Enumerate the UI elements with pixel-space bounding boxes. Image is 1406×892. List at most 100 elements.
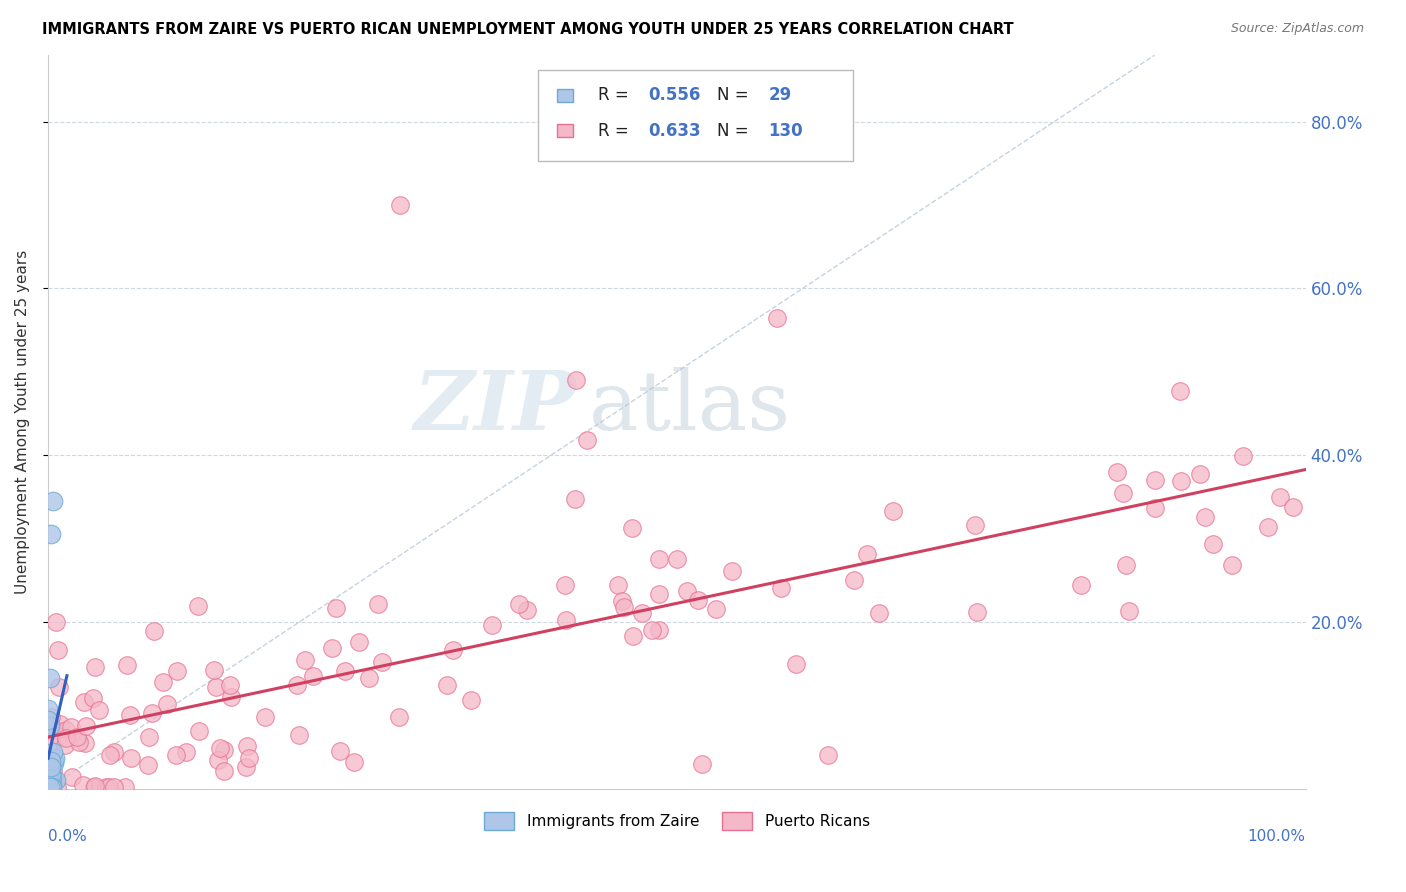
Point bbox=[39, 768, 62, 782]
Point bbox=[75, 719, 97, 733]
Point bbox=[83, 780, 105, 794]
Text: 29: 29 bbox=[769, 87, 792, 104]
Point bbox=[37, 770, 59, 784]
Point bbox=[166, 665, 188, 679]
Point bbox=[1115, 558, 1137, 572]
Point bbox=[359, 671, 381, 685]
Point bbox=[39, 739, 62, 753]
Point bbox=[388, 710, 411, 724]
Point bbox=[39, 719, 62, 733]
Point bbox=[37, 774, 59, 789]
Point bbox=[564, 492, 586, 507]
Point bbox=[87, 703, 110, 717]
Point bbox=[75, 736, 97, 750]
Point bbox=[37, 768, 59, 782]
Point bbox=[38, 761, 60, 775]
Point bbox=[103, 746, 125, 760]
Point bbox=[516, 602, 538, 616]
Point bbox=[37, 772, 59, 786]
Point bbox=[39, 780, 62, 794]
Point bbox=[39, 771, 62, 785]
Point bbox=[156, 698, 179, 712]
Point bbox=[1143, 473, 1166, 487]
Point bbox=[817, 748, 839, 763]
Point bbox=[630, 607, 652, 621]
Point bbox=[690, 756, 713, 771]
Point bbox=[60, 770, 83, 784]
Point bbox=[325, 601, 347, 615]
Point bbox=[647, 587, 669, 601]
Point bbox=[882, 504, 904, 518]
Point bbox=[333, 664, 356, 678]
Point bbox=[98, 747, 121, 762]
Point bbox=[115, 657, 138, 672]
Point bbox=[42, 756, 65, 771]
Point bbox=[554, 577, 576, 591]
Point bbox=[38, 671, 60, 685]
Point bbox=[39, 760, 62, 774]
Point bbox=[212, 764, 235, 779]
Point bbox=[343, 756, 366, 770]
Point bbox=[576, 433, 599, 447]
Point bbox=[621, 521, 644, 535]
Point bbox=[46, 780, 69, 794]
Point bbox=[1282, 500, 1305, 515]
Point bbox=[665, 552, 688, 566]
Point bbox=[235, 739, 257, 753]
Point bbox=[207, 754, 229, 768]
Point bbox=[1270, 491, 1292, 505]
Point bbox=[55, 723, 77, 738]
Point bbox=[46, 643, 69, 657]
Point bbox=[294, 652, 316, 666]
Point bbox=[1202, 537, 1225, 551]
Point bbox=[1220, 558, 1243, 572]
Point bbox=[648, 552, 671, 566]
Point bbox=[37, 771, 59, 785]
Point bbox=[436, 677, 458, 691]
Point bbox=[785, 657, 807, 671]
Point bbox=[565, 373, 588, 387]
Point bbox=[287, 728, 309, 742]
Text: 0.0%: 0.0% bbox=[48, 829, 87, 844]
Point bbox=[53, 738, 76, 752]
Point bbox=[508, 597, 530, 611]
Point bbox=[37, 713, 59, 727]
Point bbox=[41, 758, 63, 772]
Point bbox=[187, 599, 209, 613]
Point bbox=[648, 623, 671, 637]
Point bbox=[1232, 449, 1254, 463]
Point bbox=[1194, 510, 1216, 524]
Point bbox=[39, 527, 62, 541]
Point bbox=[118, 707, 141, 722]
Text: 0.556: 0.556 bbox=[648, 87, 700, 104]
Point bbox=[60, 720, 83, 734]
Point bbox=[371, 655, 394, 669]
Text: 0.633: 0.633 bbox=[648, 121, 700, 140]
Point bbox=[39, 780, 62, 794]
Point bbox=[706, 602, 728, 616]
Point bbox=[1168, 384, 1191, 398]
Point bbox=[720, 564, 742, 578]
Point bbox=[205, 681, 228, 695]
Point bbox=[41, 770, 63, 784]
Point bbox=[84, 659, 107, 673]
Point bbox=[83, 780, 105, 794]
Point bbox=[42, 745, 65, 759]
Point bbox=[389, 198, 412, 212]
Point bbox=[1257, 520, 1279, 534]
Point bbox=[41, 710, 63, 724]
Point bbox=[38, 768, 60, 782]
Point bbox=[152, 674, 174, 689]
Point bbox=[321, 640, 343, 655]
Point bbox=[44, 754, 66, 768]
Point bbox=[554, 613, 576, 627]
FancyBboxPatch shape bbox=[557, 124, 574, 137]
Point bbox=[37, 773, 59, 788]
Text: atlas: atlas bbox=[589, 368, 792, 447]
Point bbox=[42, 764, 65, 778]
Point bbox=[1188, 467, 1211, 481]
Point bbox=[94, 780, 117, 794]
Point bbox=[165, 748, 187, 763]
Text: 100.0%: 100.0% bbox=[1247, 829, 1306, 844]
Point bbox=[481, 617, 503, 632]
